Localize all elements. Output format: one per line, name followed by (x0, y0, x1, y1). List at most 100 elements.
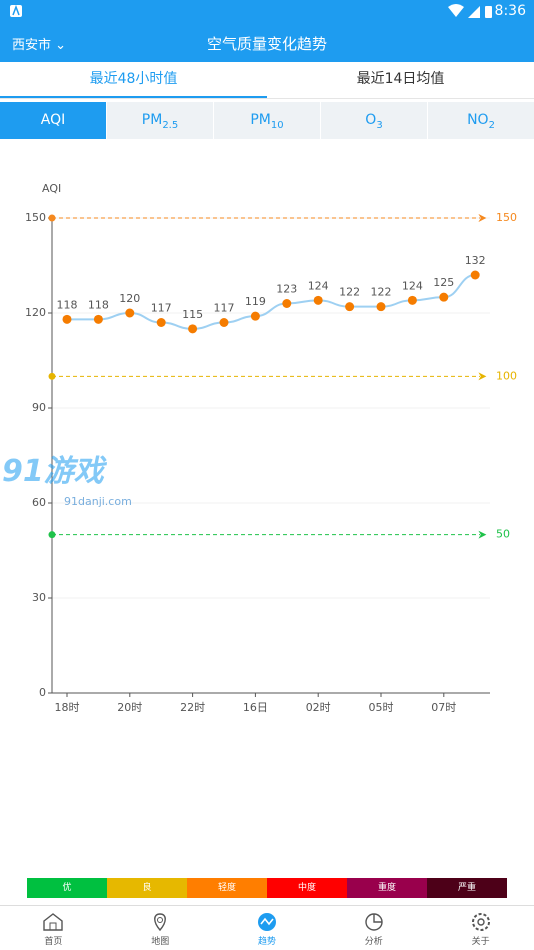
pollutant-subscript: 2.5 (162, 119, 179, 131)
icon-map (154, 913, 167, 932)
legend-level: 良 (107, 878, 187, 898)
data-label: 125 (433, 276, 454, 289)
data-label: 117 (151, 302, 172, 315)
y-tick-label: 0 (39, 686, 46, 699)
y-tick-label: 90 (32, 401, 46, 414)
legend-level: 重度 (347, 878, 427, 898)
data-point (62, 314, 72, 324)
x-tick-label: 07时 (431, 701, 456, 714)
nav-item[interactable]: 分析 (320, 906, 427, 950)
time-tab[interactable]: 最近48小时值 (0, 62, 267, 98)
top-bar: 8:36 西安市 ⌄ 空气质量变化趋势 (0, 0, 534, 62)
pollutant-name: PM (250, 112, 271, 128)
nav-label: 地图 (151, 937, 170, 947)
pollutant-name: NO (467, 112, 489, 128)
time-tabs: 最近48小时值 最近14日均值 (0, 62, 534, 99)
data-label: 124 (402, 279, 423, 292)
icon-home (43, 913, 64, 931)
pollutant-tab[interactable]: NO2 (428, 102, 534, 139)
data-label: 132 (465, 254, 486, 267)
status-icons (448, 4, 492, 18)
data-point (188, 324, 198, 334)
x-tick-label: 16日 (243, 701, 268, 714)
data-point (407, 295, 417, 305)
pollutant-name: PM (141, 112, 163, 128)
pollutant-tab[interactable]: AQI (0, 102, 106, 139)
pollutant-tab[interactable]: O3 (321, 102, 427, 139)
reference-label: 150 (496, 211, 517, 224)
data-point (156, 318, 166, 327)
x-tick-label: 22时 (180, 701, 205, 714)
nav-item[interactable]: 地图 (107, 906, 214, 950)
watermark-logo: 91游戏 (2, 454, 104, 489)
data-point (282, 299, 292, 308)
data-point (250, 311, 260, 321)
legend-level: 轻度 (187, 878, 267, 898)
legend-level: 严重 (427, 878, 507, 898)
pollutant-tabs: AQI PM2.5 PM10 O3 NO2 (0, 102, 534, 139)
y-tick-label: 30 (32, 591, 46, 604)
y-tick-label: 60 (32, 496, 46, 509)
x-tick-label: 20时 (117, 701, 142, 714)
y-tick-label: 150 (25, 211, 46, 224)
status-icon (10, 5, 22, 17)
pollutant-tab[interactable]: PM10 (214, 102, 320, 139)
reference-label: 50 (496, 528, 510, 541)
data-point (470, 270, 480, 280)
reference-label: 100 (496, 369, 517, 382)
data-label: 117 (214, 302, 235, 315)
nav-item[interactable]: 关于 (427, 906, 534, 950)
icon-analysis (365, 913, 383, 931)
x-tick-label: 02时 (306, 701, 331, 714)
nav-label: 趋势 (257, 937, 276, 947)
aqi-legend: 优良轻度 中度 重度 严重 (27, 878, 507, 898)
city-selector[interactable]: 西安市 ⌄ (12, 38, 67, 53)
data-label: 119 (245, 295, 266, 308)
data-point (376, 302, 386, 312)
data-label: 115 (182, 308, 203, 321)
chart: AQI 0 30 60 90 120 150 18时 20时 22时 16日 02时 05时 07时 15… (25, 182, 517, 714)
data-label: 123 (276, 283, 297, 296)
nav-label: 首页 (44, 937, 63, 947)
nav-item[interactable]: 趋势 (214, 906, 321, 950)
pollutant-subscript: 3 (376, 119, 383, 131)
data-point (439, 292, 449, 302)
city: 西安市 (12, 38, 52, 53)
data-label: 120 (119, 292, 140, 305)
reference-dot (48, 531, 56, 539)
bottom-nav: 首页 地图 趋势 分析 关于 (0, 905, 534, 950)
reference-dot (48, 372, 56, 380)
y-axis-title: AQI (42, 182, 61, 195)
legend-level: 中度 (267, 878, 347, 898)
data-point (125, 308, 135, 318)
data-point (345, 302, 355, 312)
y-tick-label: 120 (25, 306, 46, 319)
data-point (313, 295, 323, 305)
pollutant-name: AQI (40, 112, 66, 128)
page-title: 空气质量变化趋势 (206, 35, 327, 53)
data-point (93, 314, 103, 324)
data-point (219, 318, 229, 327)
watermark: 91游戏 91danji.com (2, 446, 142, 509)
pollutant-subscript: 2 (488, 119, 495, 131)
reference-dot (48, 214, 56, 222)
legend-level: 优 (27, 878, 107, 898)
x-tick-label: 05时 (369, 701, 394, 714)
icon-about (471, 913, 490, 931)
data-label: 118 (88, 298, 109, 311)
watermark-site: 91danji.com (64, 495, 132, 508)
nav-label: 关于 (471, 937, 490, 947)
pollutant-name: O (365, 112, 377, 128)
data-label: 122 (371, 286, 392, 299)
pollutant-tab[interactable]: PM2.5 (107, 102, 213, 139)
data-label: 124 (308, 279, 329, 292)
icon-trend (257, 913, 276, 931)
time-tab[interactable]: 最近14日均值 (356, 71, 445, 87)
nav-item[interactable]: 首页 (0, 906, 107, 950)
data-label: 122 (339, 286, 360, 299)
data-label: 118 (57, 298, 78, 311)
x-tick-label: 18时 (55, 701, 80, 714)
nav-label: 分析 (364, 937, 383, 947)
clock: 8:36 (494, 3, 526, 19)
